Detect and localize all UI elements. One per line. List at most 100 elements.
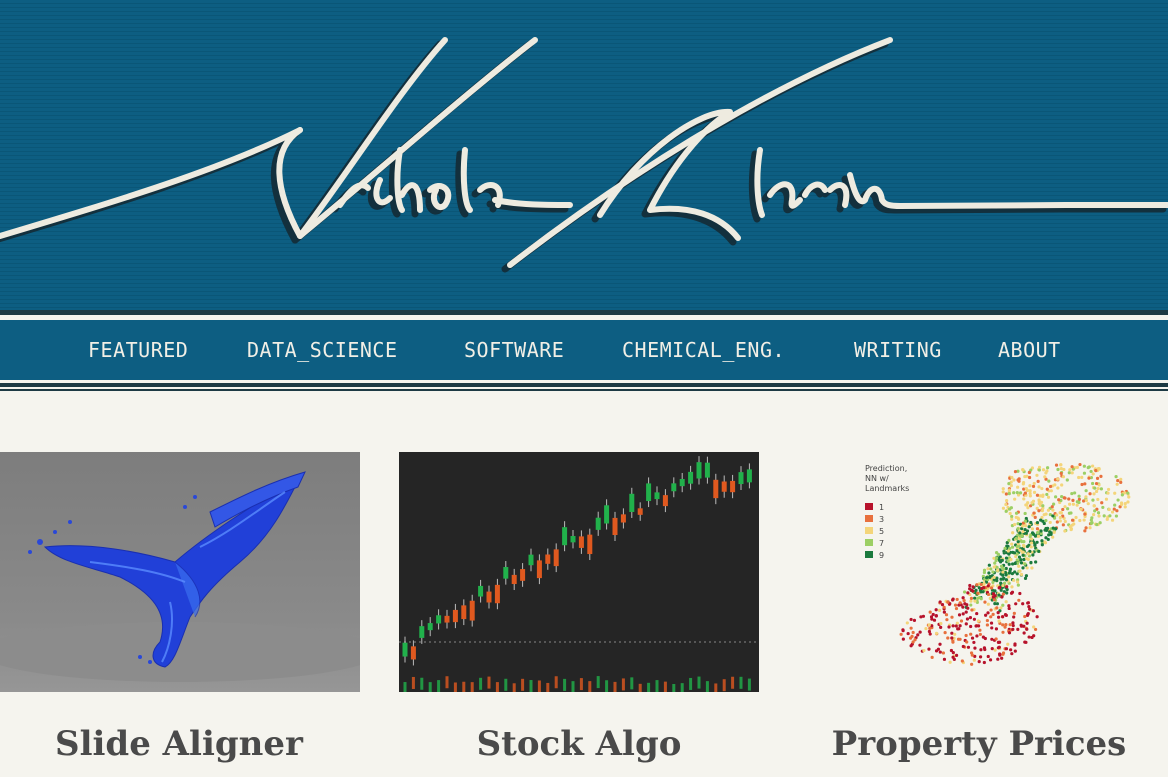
scatter-point	[916, 633, 920, 637]
scatter-point	[929, 615, 934, 619]
scatter-point	[1056, 477, 1060, 481]
scatter-point	[938, 600, 942, 604]
scatter-point	[1017, 598, 1021, 602]
card-title-slide-aligner[interactable]: Slide Aligner	[55, 724, 303, 764]
scatter-point	[1021, 521, 1025, 525]
scatter-point	[982, 585, 986, 590]
scatter-point	[985, 576, 989, 580]
volume-bar	[546, 682, 550, 692]
scatter-point	[1040, 539, 1044, 543]
scatter-point	[1060, 495, 1064, 499]
scatter-point	[1091, 498, 1095, 502]
scatter-point	[1022, 557, 1026, 562]
scatter-point	[1086, 502, 1090, 506]
scatter-point	[1039, 529, 1043, 533]
scatter-point	[1023, 576, 1028, 580]
scatter-point	[1035, 540, 1039, 544]
scatter-point	[1096, 497, 1100, 502]
scatter-point	[1004, 509, 1008, 513]
candle-body	[461, 605, 467, 620]
scatter-point	[1003, 625, 1007, 629]
scatter-point	[1004, 623, 1008, 627]
card-title-property-prices[interactable]: Property Prices	[831, 724, 1127, 764]
scatter-point	[1067, 497, 1071, 501]
scatter-point	[1019, 572, 1024, 577]
scatter-point	[1084, 526, 1088, 530]
scatter-point	[1027, 525, 1031, 529]
nav-featured[interactable]: FEATURED	[88, 338, 189, 362]
scatter-point	[1059, 463, 1063, 467]
scatter-point	[977, 660, 981, 664]
scatter-point	[971, 589, 975, 593]
scatter-point	[928, 632, 932, 636]
nav-data-science[interactable]: DATA_SCIENCE	[247, 338, 398, 362]
scatter-point	[1026, 552, 1030, 556]
volume-bar	[495, 682, 499, 692]
scatter-point	[1007, 604, 1011, 608]
scatter-point	[939, 625, 943, 630]
scatter-point	[1007, 562, 1011, 566]
scatter-point	[1077, 494, 1081, 498]
scatter-point	[966, 591, 970, 595]
slide-aligner-image[interactable]	[0, 452, 360, 692]
scatter-point	[1029, 520, 1033, 525]
scatter-point	[1003, 612, 1008, 617]
scatter-point	[961, 596, 965, 600]
scatter-point	[971, 585, 975, 589]
scatter-point	[924, 626, 928, 631]
scatter-point	[1055, 513, 1059, 517]
scatter-point	[951, 597, 955, 601]
scatter-point	[1092, 504, 1096, 508]
scatter-point	[984, 613, 988, 617]
scatter-point	[1033, 627, 1038, 632]
scatter-point	[1066, 507, 1070, 511]
scatter-point	[983, 600, 987, 604]
volume-bar	[521, 678, 525, 691]
scatter-point	[1016, 469, 1020, 473]
card-title-stock-algo[interactable]: Stock Algo	[476, 724, 682, 764]
volume-bar	[487, 676, 491, 689]
scatter-point	[972, 640, 976, 645]
legend-swatch	[865, 539, 873, 546]
volume-bar	[453, 682, 457, 692]
stock-algo-image[interactable]	[399, 452, 759, 692]
scatter-point	[965, 603, 969, 607]
scatter-point	[1029, 468, 1033, 472]
scatter-point	[1041, 519, 1045, 523]
volume-bar	[655, 680, 659, 692]
volume-bar	[680, 683, 684, 692]
scatter-point	[1080, 475, 1084, 480]
scatter-point	[1044, 477, 1048, 481]
nav-chemical-eng[interactable]: CHEMICAL_ENG.	[622, 338, 786, 362]
scatter-point	[1006, 549, 1010, 553]
scatter-point	[1029, 504, 1033, 508]
scatter-point	[1115, 482, 1119, 486]
scatter-point	[972, 658, 976, 662]
scatter-point	[968, 583, 972, 588]
scatter-point	[1126, 500, 1130, 504]
scatter-point	[1027, 635, 1031, 639]
scatter-point	[1054, 495, 1058, 499]
nav-about[interactable]: ABOUT	[998, 338, 1061, 362]
candle-body	[654, 492, 660, 500]
candle-body	[629, 493, 635, 512]
scatter-point	[1118, 505, 1122, 509]
scatter-point	[961, 644, 965, 649]
volume-bar	[462, 681, 466, 692]
scatter-point	[1007, 488, 1011, 492]
scatter-point	[997, 640, 1002, 644]
scatter-point	[1035, 473, 1039, 477]
scatter-point	[1025, 529, 1030, 533]
scatter-point	[994, 551, 999, 555]
scatter-point	[987, 571, 991, 575]
scatter-point	[1058, 519, 1062, 523]
scatter-point	[909, 626, 913, 630]
scatter-point	[1019, 623, 1023, 627]
scatter-point	[1025, 544, 1030, 549]
nav-software[interactable]: SOFTWARE	[464, 338, 565, 362]
scatter-point	[965, 617, 970, 621]
nav-writing[interactable]: WRITING	[854, 338, 942, 362]
property-prices-image[interactable]: Prediction, NN w/ Landmarks 1 3 5 7 9	[808, 452, 1168, 692]
scatter-point	[1075, 503, 1079, 507]
scatter-point	[986, 611, 990, 615]
